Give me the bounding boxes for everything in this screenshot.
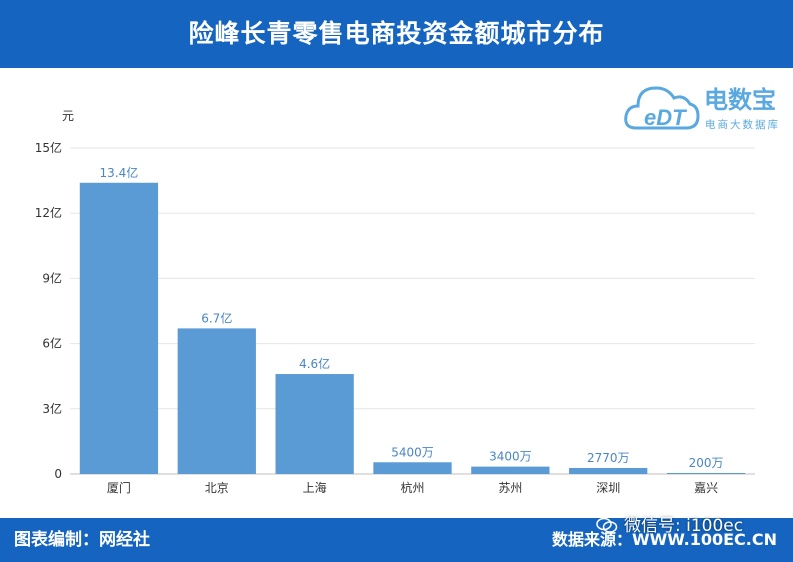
- data-label: 2770万: [587, 451, 630, 465]
- data-label: 4.6亿: [299, 356, 330, 371]
- data-label: 5400万: [391, 445, 434, 459]
- bar: [373, 462, 452, 474]
- y-tick-label: 12亿: [35, 205, 62, 220]
- wechat-icon: [596, 517, 618, 533]
- data-label: 200万: [689, 456, 724, 470]
- logo-mark: eDT: [644, 105, 687, 130]
- data-label: 13.4亿: [100, 165, 139, 180]
- data-label: 6.7亿: [201, 310, 232, 325]
- x-tick-label: 上海: [303, 480, 327, 495]
- y-tick-labels: 0 3亿 6亿 9亿 12亿 15亿: [35, 140, 62, 481]
- y-tick-label: 6亿: [42, 336, 62, 351]
- bar: [569, 467, 648, 474]
- page-title: 险峰长青零售电商投资金额城市分布: [188, 19, 605, 48]
- x-tick-label: 北京: [205, 481, 229, 495]
- gridlines: [70, 147, 755, 475]
- data-labels: 13.4亿 6.7亿 4.6亿 5400万 3400万 2770万 200万: [100, 165, 724, 470]
- footer-credit: 图表编制：网经社: [14, 530, 150, 550]
- x-tick-label: 深圳: [596, 481, 620, 495]
- y-tick-label: 0: [54, 467, 62, 481]
- y-tick-label: 3亿: [42, 401, 62, 416]
- y-axis-label: 元: [62, 109, 74, 123]
- y-tick-label: 15亿: [35, 140, 62, 155]
- x-tick-label: 嘉兴: [694, 481, 718, 495]
- footer-bar: 图表编制：网经社 数据来源：WWW.100EC.CN: [0, 518, 793, 562]
- bars: [79, 182, 746, 475]
- cloud-icon: [624, 86, 700, 130]
- x-tick-label: 苏州: [498, 481, 522, 495]
- x-tick-label: 杭州: [400, 480, 424, 495]
- y-tick-label: 9亿: [42, 270, 62, 285]
- title-bar: [0, 0, 793, 68]
- bar: [666, 473, 746, 474]
- data-label: 3400万: [489, 450, 532, 464]
- bar: [177, 328, 256, 474]
- bar: [471, 466, 550, 474]
- footer-source: 数据来源：WWW.100EC.CN: [551, 530, 777, 549]
- x-tick-labels: 厦门 北京 上海 杭州 苏州 深圳 嘉兴: [107, 480, 718, 495]
- bar-chart: 0 3亿 6亿 9亿 12亿 15亿 13.4亿 6.7亿 4.6亿 5400万 3400万 277…: [35, 109, 755, 495]
- bar: [275, 374, 354, 474]
- wechat-id: 微信号: i100ec: [624, 516, 744, 536]
- logo-tagline: 电商大数据库: [705, 118, 780, 131]
- x-tick-label: 厦门: [107, 480, 131, 495]
- logo-name: 电数宝: [704, 86, 776, 114]
- wechat-watermark: 微信号: i100ec: [596, 516, 743, 536]
- bar: [79, 182, 159, 475]
- edt-logo: eDT 电数宝 电商大数据库: [624, 86, 780, 131]
